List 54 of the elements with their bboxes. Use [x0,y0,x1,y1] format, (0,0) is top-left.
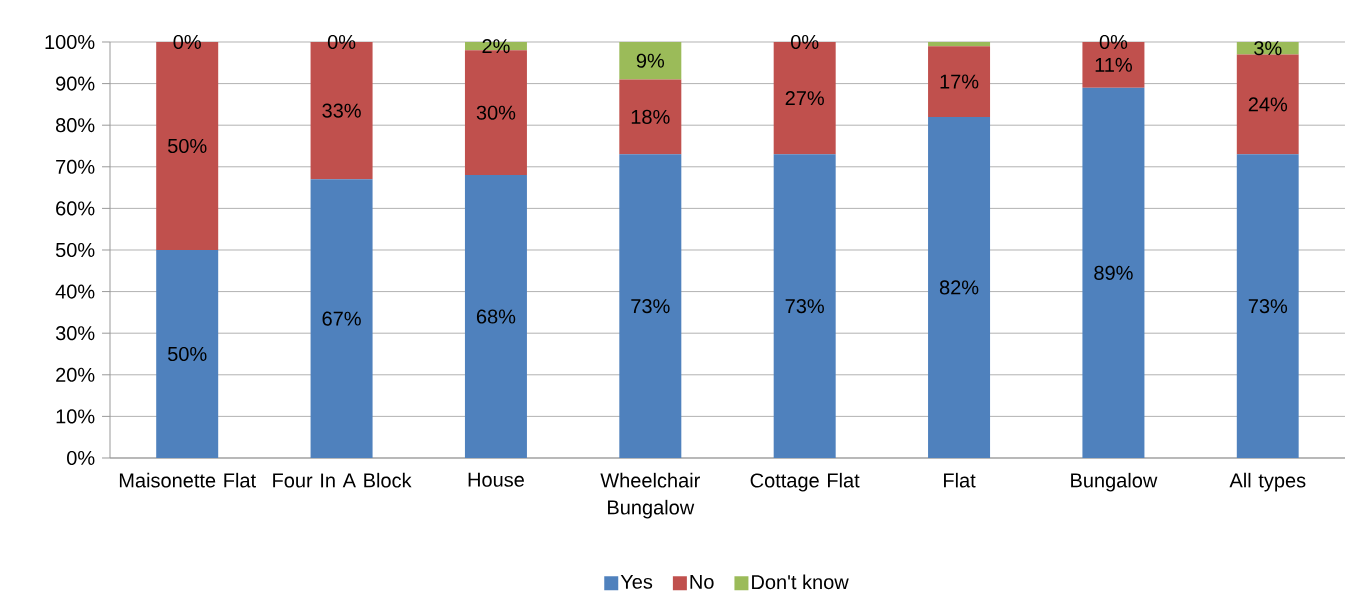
data-label: 73% [785,299,824,314]
y-tick-label: 20% [56,367,95,382]
data-label: 30% [476,105,516,120]
bar [619,42,682,80]
x-tick-label: Cottage Flat [750,472,860,492]
bar [773,154,836,458]
data-label: 11% [1095,57,1132,72]
y-tick-label: 10% [56,409,95,424]
y-tick-label: 70% [56,159,95,174]
data-label: 2% [482,39,510,54]
bar [619,79,682,155]
bar [619,154,682,458]
data-label: 27% [785,91,824,106]
bar [928,42,991,47]
data-label: 50% [167,346,207,362]
legend-label: Yes [620,574,653,589]
bar [1082,87,1145,458]
x-tick-label: Bungalow [1071,472,1158,492]
data-label: 33% [322,103,361,118]
bar [928,46,991,117]
data-label: 18% [631,109,670,124]
x-tick-label: Wheelchair Bungalow [600,472,700,519]
data-label: 50% [167,138,207,154]
y-tick-label: 90% [56,76,95,91]
data-label: 3% [1254,41,1282,56]
x-tick-label: All types [1229,472,1306,492]
x-tick-label: House [468,472,524,487]
data-label: 89% [1094,265,1133,280]
x-tick-label: Maisonette Flat [119,472,256,488]
bar [310,179,373,458]
bar [156,249,219,458]
y-tick-label: 100% [45,34,95,50]
x-tick-label: Flat [944,472,976,488]
x-tick-label: Four In A Block [273,472,412,488]
y-tick-label: 80% [55,118,95,133]
legend-label: Don't know [752,574,849,590]
y-tick-label: 30% [55,326,95,341]
data-label: 82% [939,280,979,295]
data-label: 68% [476,309,516,324]
data-label: 9% [636,53,665,68]
data-label: 17% [940,74,979,89]
bar [464,175,527,458]
data-label: 24% [1248,97,1288,112]
data-label: 67% [322,311,361,326]
data-label: 73% [631,299,670,314]
y-tick-label: 0% [67,450,95,466]
bar [1236,154,1299,458]
bar [1236,54,1299,155]
y-tick-label: 60% [56,201,95,216]
y-tick-label: 50% [55,242,95,258]
data-label: 73% [1248,299,1288,314]
y-tick-label: 40% [55,284,95,299]
legend-label: No [690,574,714,589]
bar [928,116,991,458]
